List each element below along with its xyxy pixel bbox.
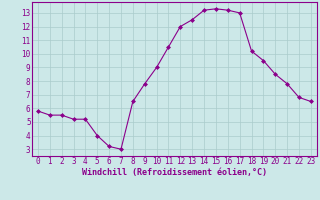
X-axis label: Windchill (Refroidissement éolien,°C): Windchill (Refroidissement éolien,°C) xyxy=(82,168,267,177)
